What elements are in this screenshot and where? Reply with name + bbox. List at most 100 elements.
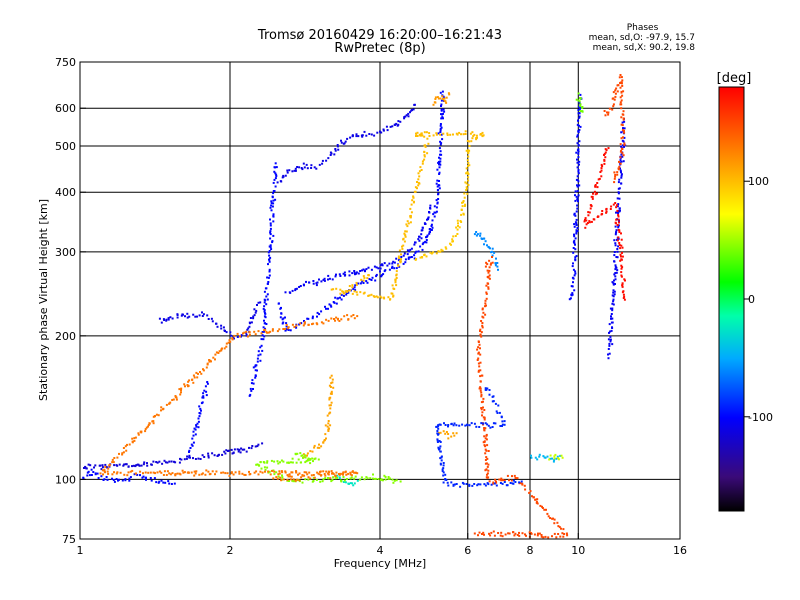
echo-point xyxy=(466,140,469,142)
echo-point xyxy=(436,438,439,441)
echo-point xyxy=(268,258,271,261)
echo-point xyxy=(441,98,444,100)
echo-point xyxy=(546,455,549,458)
echo-point xyxy=(158,460,161,463)
echo-point xyxy=(473,133,476,136)
echo-point xyxy=(279,461,281,464)
echo-point xyxy=(538,532,541,535)
echo-point xyxy=(205,366,208,369)
echo-point xyxy=(444,473,447,476)
echo-point xyxy=(272,215,275,217)
echo-point xyxy=(613,98,616,101)
echo-point xyxy=(263,301,266,304)
echo-point xyxy=(400,253,402,256)
echo-point xyxy=(603,154,605,156)
echo-point xyxy=(607,338,610,341)
echo-point xyxy=(573,289,576,292)
echo-point xyxy=(284,291,287,294)
echo-point xyxy=(336,145,339,148)
echo-point xyxy=(196,422,199,425)
echo-point xyxy=(510,479,513,482)
echo-point xyxy=(613,251,616,253)
echo-point xyxy=(276,477,279,480)
echo-point xyxy=(272,220,275,223)
echo-point xyxy=(488,389,491,391)
echo-point xyxy=(371,276,374,279)
echo-point xyxy=(175,398,178,401)
echo-point xyxy=(201,454,204,457)
echo-point xyxy=(415,135,417,137)
echo-point xyxy=(257,354,260,357)
echo-point xyxy=(537,532,539,535)
echo-point xyxy=(232,451,235,454)
echo-point xyxy=(604,114,607,117)
echo-point xyxy=(214,473,216,476)
echo-point xyxy=(260,344,263,347)
echo-point xyxy=(197,420,200,423)
echo-point xyxy=(441,116,444,119)
echo-point xyxy=(540,534,543,536)
echo-point xyxy=(243,448,246,451)
x-tick-label: 4 xyxy=(377,544,384,557)
echo-point xyxy=(614,283,616,285)
echo-point xyxy=(254,369,257,372)
echo-point xyxy=(269,222,272,225)
echo-point xyxy=(251,445,254,447)
echo-point xyxy=(430,223,433,226)
echo-point xyxy=(620,91,623,94)
echo-point xyxy=(133,473,136,476)
echo-point xyxy=(600,169,603,172)
echo-point xyxy=(584,217,587,220)
echo-point xyxy=(320,310,323,313)
echo-point xyxy=(155,413,158,416)
echo-point xyxy=(353,270,356,272)
echo-point xyxy=(335,316,338,319)
echo-point xyxy=(414,241,416,244)
echo-point xyxy=(419,245,422,248)
echo-point xyxy=(481,414,483,417)
echo-point xyxy=(353,471,356,474)
echo-point xyxy=(619,143,622,146)
echo-point xyxy=(584,226,587,229)
echo-point xyxy=(617,236,620,239)
echo-point xyxy=(479,386,482,389)
echo-point xyxy=(227,341,230,344)
echo-point xyxy=(452,432,455,435)
echo-point xyxy=(484,459,487,461)
echo-point xyxy=(372,295,375,298)
echo-point xyxy=(340,480,343,483)
echo-point xyxy=(574,199,577,202)
echo-point xyxy=(613,181,616,184)
echo-point xyxy=(387,296,390,299)
echo-point xyxy=(395,479,398,482)
echo-point xyxy=(483,444,486,447)
echo-point xyxy=(479,330,481,332)
echo-point xyxy=(479,380,482,383)
echo-point xyxy=(577,150,580,153)
x-tick-label: 8 xyxy=(527,544,534,557)
echo-point xyxy=(482,400,484,403)
echo-point xyxy=(351,284,354,287)
echo-point xyxy=(329,304,332,307)
echo-point xyxy=(615,204,618,207)
echo-point xyxy=(446,134,449,136)
echo-point xyxy=(273,460,276,463)
echo-point xyxy=(465,167,468,170)
echo-point xyxy=(328,303,331,306)
echo-point xyxy=(328,404,331,407)
echo-point xyxy=(623,143,626,146)
echo-point xyxy=(84,466,87,469)
echo-point xyxy=(572,251,575,254)
echo-point xyxy=(330,480,333,483)
echo-point xyxy=(622,144,624,147)
echo-point xyxy=(380,131,383,134)
echo-point xyxy=(343,479,346,482)
echo-point xyxy=(612,298,615,301)
echo-point xyxy=(174,473,177,476)
echo-point xyxy=(255,463,258,466)
echo-point xyxy=(339,472,342,475)
echo-point xyxy=(441,468,444,471)
echo-point xyxy=(186,384,189,386)
echo-point xyxy=(439,450,442,453)
echo-point xyxy=(407,256,410,259)
